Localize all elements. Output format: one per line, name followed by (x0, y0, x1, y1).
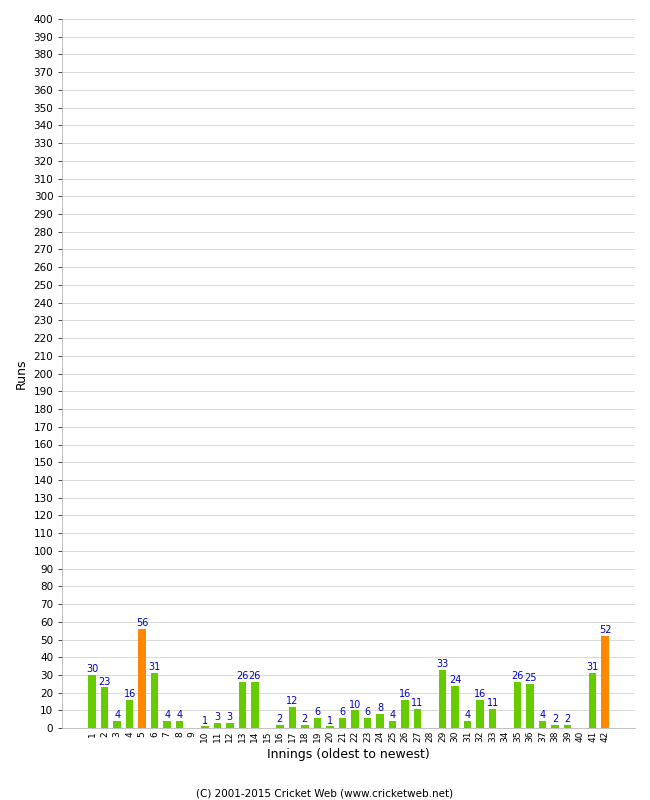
Bar (514, 682, 521, 728)
Text: 6: 6 (339, 706, 345, 717)
Bar (213, 723, 221, 728)
Bar (226, 723, 233, 728)
Bar (239, 682, 246, 728)
Bar (551, 725, 559, 728)
Bar (163, 721, 171, 728)
Bar (439, 670, 447, 728)
Text: 23: 23 (98, 677, 110, 686)
Bar (601, 636, 609, 728)
Text: 4: 4 (465, 710, 471, 720)
Text: 26: 26 (512, 671, 524, 681)
Bar (113, 721, 121, 728)
Text: 16: 16 (474, 689, 486, 699)
Bar (251, 682, 259, 728)
Text: 31: 31 (586, 662, 599, 672)
Bar (476, 700, 484, 728)
Bar (364, 718, 371, 728)
Text: 4: 4 (540, 710, 546, 720)
Bar (276, 725, 283, 728)
Text: 4: 4 (389, 710, 396, 720)
Text: 26: 26 (236, 671, 248, 681)
Bar (151, 674, 159, 728)
Text: 25: 25 (524, 673, 536, 683)
Y-axis label: Runs: Runs (15, 358, 28, 389)
Text: 6: 6 (315, 706, 320, 717)
Bar (101, 687, 109, 728)
Text: 6: 6 (365, 706, 370, 717)
Bar (539, 721, 547, 728)
Text: 31: 31 (149, 662, 161, 672)
Text: 10: 10 (349, 699, 361, 710)
Bar (88, 675, 96, 728)
Bar (339, 718, 346, 728)
Text: 3: 3 (214, 712, 220, 722)
Text: 11: 11 (486, 698, 499, 708)
Bar (201, 726, 209, 728)
Text: 4: 4 (164, 710, 170, 720)
Text: 1: 1 (327, 715, 333, 726)
Bar (301, 725, 309, 728)
Bar (289, 707, 296, 728)
Text: 4: 4 (177, 710, 183, 720)
Text: 16: 16 (124, 689, 136, 699)
Bar (138, 629, 146, 728)
Text: 30: 30 (86, 664, 98, 674)
Text: 2: 2 (277, 714, 283, 724)
Text: 52: 52 (599, 625, 612, 635)
Bar (376, 714, 384, 728)
Text: 24: 24 (449, 674, 462, 685)
Text: 8: 8 (377, 703, 383, 713)
Bar (589, 674, 597, 728)
Bar (564, 725, 571, 728)
Bar (401, 700, 409, 728)
Text: 12: 12 (286, 696, 298, 706)
Text: 4: 4 (114, 710, 120, 720)
Text: (C) 2001-2015 Cricket Web (www.cricketweb.net): (C) 2001-2015 Cricket Web (www.cricketwe… (196, 788, 454, 798)
Bar (314, 718, 321, 728)
Text: 26: 26 (248, 671, 261, 681)
Bar (464, 721, 471, 728)
Bar (414, 709, 421, 728)
Bar (351, 710, 359, 728)
Text: 16: 16 (399, 689, 411, 699)
Bar (326, 726, 333, 728)
Text: 2: 2 (565, 714, 571, 724)
Text: 1: 1 (202, 715, 208, 726)
Text: 56: 56 (136, 618, 148, 628)
Bar (489, 709, 497, 728)
Text: 3: 3 (227, 712, 233, 722)
Bar (526, 684, 534, 728)
Text: 2: 2 (302, 714, 308, 724)
Bar (389, 721, 396, 728)
Text: 2: 2 (552, 714, 558, 724)
Text: 33: 33 (436, 658, 448, 669)
Bar (176, 721, 183, 728)
Bar (126, 700, 133, 728)
X-axis label: Innings (oldest to newest): Innings (oldest to newest) (267, 748, 430, 761)
Bar (451, 686, 459, 728)
Text: 11: 11 (411, 698, 424, 708)
